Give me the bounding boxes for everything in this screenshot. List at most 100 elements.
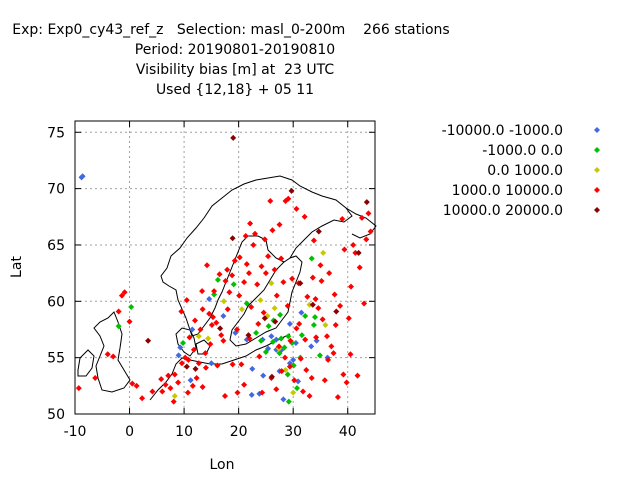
data-point-series-2 bbox=[285, 333, 292, 340]
legend-label: -10000.0 -1000.0 bbox=[442, 123, 563, 139]
x-tick-label: -10 bbox=[64, 424, 87, 440]
data-point-series-2 bbox=[253, 329, 260, 336]
data-point-series-4 bbox=[262, 270, 269, 277]
data-point-series-4 bbox=[224, 266, 231, 273]
data-point-series-4 bbox=[259, 389, 266, 396]
data-point-series-2 bbox=[284, 371, 291, 378]
data-point-series-4 bbox=[347, 351, 354, 358]
data-point-series-2 bbox=[312, 314, 318, 321]
data-point-series-4 bbox=[354, 372, 361, 379]
data-point-series-1 bbox=[260, 372, 267, 379]
data-point-series-4 bbox=[350, 241, 357, 248]
data-point-series-4 bbox=[296, 320, 303, 327]
data-point-series-4 bbox=[340, 371, 347, 378]
data-point-series-5 bbox=[217, 325, 224, 332]
data-point-series-3 bbox=[205, 335, 212, 342]
data-point-series-3 bbox=[238, 306, 245, 313]
data-point-series-4 bbox=[222, 392, 228, 399]
data-point-series-4 bbox=[319, 316, 326, 323]
data-point-series-4 bbox=[308, 374, 315, 381]
data-point-series-4 bbox=[234, 326, 240, 333]
data-point-series-4 bbox=[301, 213, 308, 220]
data-point-series-2 bbox=[281, 344, 288, 351]
x-tick-label: 30 bbox=[284, 424, 302, 440]
data-point-series-4 bbox=[321, 377, 328, 384]
data-point-series-4 bbox=[317, 262, 324, 269]
data-point-series-4 bbox=[167, 385, 174, 392]
data-point-series-4 bbox=[285, 195, 292, 202]
data-point-series-4 bbox=[309, 274, 316, 281]
y-tick-label: 50 bbox=[47, 407, 65, 423]
data-point-series-4 bbox=[300, 388, 306, 395]
data-point-series-4 bbox=[165, 372, 172, 379]
data-point-series-4 bbox=[246, 270, 252, 277]
data-point-series-4 bbox=[204, 262, 210, 269]
data-point-series-1 bbox=[292, 340, 299, 347]
chart-header-period: Period: 20190801-20190810 bbox=[134, 42, 336, 58]
data-point-series-4 bbox=[267, 198, 274, 205]
data-point-series-4 bbox=[213, 319, 220, 326]
data-point-series-5 bbox=[245, 332, 252, 339]
legend-marker bbox=[594, 187, 600, 193]
data-point-series-1 bbox=[286, 360, 293, 367]
data-point-series-4 bbox=[289, 275, 296, 282]
data-point-series-1 bbox=[290, 356, 297, 363]
data-point-series-4 bbox=[315, 305, 322, 312]
data-point-series-4 bbox=[287, 337, 294, 344]
data-point-series-3 bbox=[322, 321, 329, 328]
data-point-series-4 bbox=[226, 289, 233, 296]
data-point-series-3 bbox=[271, 305, 278, 312]
data-point-series-3 bbox=[268, 280, 275, 287]
data-point-series-4 bbox=[361, 300, 368, 307]
data-point-series-4 bbox=[293, 205, 300, 212]
data-point-series-2 bbox=[243, 300, 250, 307]
data-point-series-4 bbox=[178, 360, 185, 367]
data-point-series-4 bbox=[258, 263, 265, 270]
data-point-series-4 bbox=[276, 221, 283, 228]
data-point-series-4 bbox=[197, 326, 204, 333]
data-point-series-4 bbox=[199, 306, 206, 313]
data-point-series-4 bbox=[341, 246, 348, 253]
data-point-series-4 bbox=[241, 381, 248, 388]
data-point-series-2 bbox=[302, 312, 309, 319]
data-point-series-4 bbox=[358, 214, 365, 221]
data-point-series-1 bbox=[248, 391, 255, 398]
data-point-series-4 bbox=[214, 362, 221, 369]
data-point-series-5 bbox=[230, 134, 237, 141]
data-point-series-4 bbox=[339, 216, 346, 223]
data-point-series-4 bbox=[104, 351, 111, 358]
data-point-series-3 bbox=[220, 298, 227, 305]
data-point-series-5 bbox=[192, 365, 199, 372]
data-point-series-4 bbox=[282, 354, 288, 361]
data-point-series-1 bbox=[286, 320, 293, 327]
plot-frame bbox=[74, 120, 376, 415]
y-tick-label: 70 bbox=[47, 182, 65, 198]
data-point-series-4 bbox=[216, 271, 223, 278]
data-point-series-4 bbox=[352, 249, 359, 256]
data-point-series-4 bbox=[271, 266, 278, 273]
data-point-series-4 bbox=[318, 278, 325, 285]
data-point-series-3 bbox=[257, 297, 264, 304]
data-point-series-4 bbox=[261, 236, 268, 243]
data-point-series-5 bbox=[297, 280, 304, 287]
coastline-ireland bbox=[77, 349, 95, 377]
data-point-series-4 bbox=[236, 254, 243, 261]
data-point-series-4 bbox=[256, 353, 263, 360]
data-point-series-4 bbox=[211, 288, 218, 295]
data-point-series-4 bbox=[222, 278, 229, 285]
coastline-britain bbox=[93, 311, 131, 393]
data-point-series-4 bbox=[186, 334, 193, 341]
x-tick-label: 20 bbox=[230, 424, 248, 440]
data-point-series-2 bbox=[270, 338, 276, 345]
data-point-series-4 bbox=[273, 386, 280, 393]
data-point-series-4 bbox=[207, 341, 214, 348]
data-point-series-1 bbox=[187, 377, 194, 384]
data-point-series-4 bbox=[325, 356, 332, 363]
data-point-series-4 bbox=[337, 302, 344, 309]
data-point-series-4 bbox=[115, 308, 122, 315]
data-point-series-2 bbox=[265, 323, 272, 330]
legend-marker bbox=[594, 207, 600, 213]
data-point-series-4 bbox=[250, 241, 257, 248]
data-point-series-4 bbox=[193, 374, 200, 381]
x-axis-label: Lon bbox=[210, 457, 235, 473]
